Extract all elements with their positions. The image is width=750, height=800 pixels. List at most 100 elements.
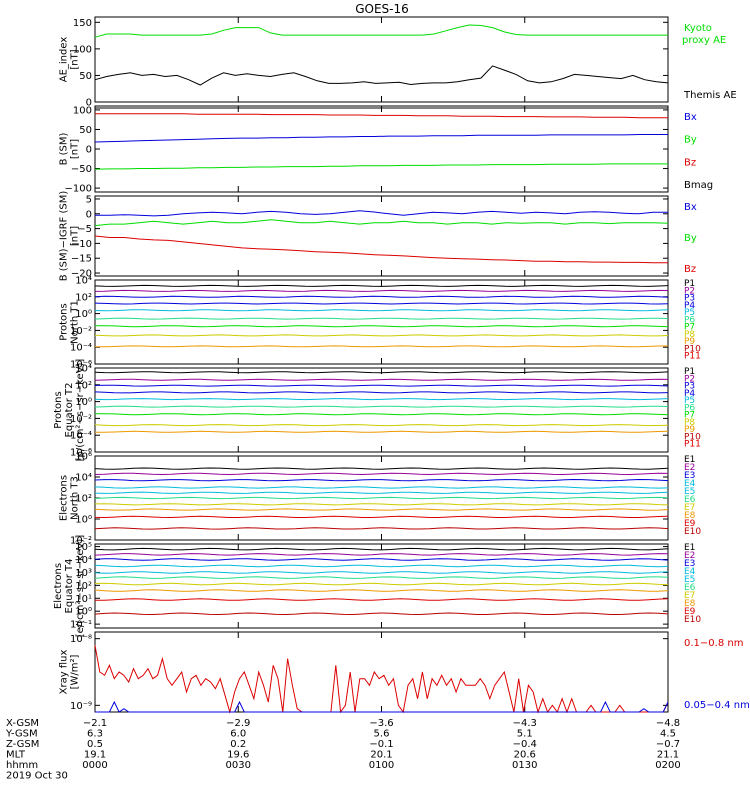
- y-tick-label: 10⁻²: [70, 414, 92, 425]
- x-cell-value: −4.8: [656, 718, 680, 729]
- panel-frame: [94, 16, 669, 103]
- y-tick-label: 0: [86, 209, 92, 220]
- legend-label: P7: [684, 411, 695, 421]
- legend-label: P3: [684, 382, 695, 392]
- series-line-e4: [94, 486, 669, 489]
- y-tick-label: 0: [86, 145, 92, 156]
- legend-label: E9: [684, 607, 696, 617]
- y-tick-label: 10⁵: [75, 542, 92, 553]
- y-axis-label: Electrons: [59, 475, 70, 521]
- y-tick-label: −10: [71, 239, 92, 250]
- y-tick-label: 10⁻⁹: [70, 701, 92, 712]
- x-cell-value: 0.5: [87, 739, 103, 750]
- legend-label: By: [684, 233, 697, 244]
- x-cell-value: −0.4: [513, 739, 537, 750]
- series-line-p9: [95, 430, 669, 433]
- legend-label: P4: [684, 301, 695, 311]
- series-line-p1: [94, 284, 669, 287]
- y-tick-label: 10⁻⁴: [70, 343, 92, 354]
- legend-label: E8: [684, 599, 696, 609]
- panel-frame: [94, 105, 669, 193]
- legend-label: E1: [684, 455, 695, 465]
- y-tick-label: 50: [79, 71, 92, 82]
- panel-7: 10⁵ 10⁴ 10³ 10² 10¹ 10⁰ 10⁻¹ Electrons Equator T…: [53, 535, 701, 638]
- series-line-bz: [94, 235, 668, 264]
- x-row-label: X-GSM: [6, 718, 39, 729]
- series-line-e7: [94, 503, 669, 506]
- series-line-e8: [94, 508, 669, 511]
- series-line-by: [94, 163, 668, 170]
- series-line-p3: [94, 295, 669, 298]
- legend-label: P10: [684, 432, 701, 442]
- y-tick-label: −15: [71, 254, 92, 265]
- legend-label: E3: [684, 471, 695, 481]
- series-line-e6: [94, 496, 669, 500]
- y-tick-label: −50: [71, 164, 92, 175]
- legend-label: E7: [684, 503, 695, 513]
- series-line-p2: [94, 378, 669, 381]
- series-line-p6: [94, 405, 669, 408]
- y-tick-label: 10⁶: [75, 452, 92, 463]
- y-axis-label: Protons: [53, 391, 64, 428]
- legend-label: 0.05−0.4 nm: [684, 700, 750, 711]
- y-tick-label: 10⁴: [75, 473, 92, 484]
- series-line-by: [94, 219, 669, 227]
- legend-label: P9: [684, 337, 695, 347]
- series-line-p7: [94, 413, 669, 416]
- legend-label: P8: [684, 330, 695, 340]
- y-tick-label: 5: [86, 194, 92, 205]
- series-line-e2: [94, 472, 669, 476]
- legend-label: E4: [684, 479, 696, 489]
- legend-label: By: [684, 135, 697, 146]
- legend-label: E5: [684, 487, 695, 497]
- y-tick-label: 150: [73, 18, 92, 29]
- legend-label: E9: [684, 519, 696, 529]
- y-tick-label: 10⁻⁶: [70, 448, 92, 459]
- legend-label: Themis AE: [683, 90, 737, 101]
- x-row-label: hhmm: [6, 760, 38, 771]
- panel-frame: [94, 543, 669, 629]
- x-cell-value: 6.3: [87, 729, 103, 740]
- x-cell-value: −4.3: [513, 718, 537, 729]
- x-cell-value: 19.6: [227, 750, 249, 761]
- legend-label: P10: [684, 344, 701, 354]
- y-tick-label: 10³: [75, 568, 92, 579]
- y-tick-label: 10²: [75, 292, 92, 303]
- y-axis-label: Electrons: [53, 563, 64, 609]
- y-tick-label: −5: [77, 224, 92, 235]
- series-line-e10: [94, 527, 669, 530]
- y-tick-label: −100: [65, 184, 92, 195]
- x-cell-value: 0.2: [230, 739, 246, 750]
- series-line-e1: [94, 467, 669, 470]
- series-line-e9: [94, 515, 669, 519]
- y-axis-label: [p/(cm²−s−sr−keV)]: [75, 359, 86, 462]
- legend-label: proxy AE: [682, 35, 726, 46]
- x-row-label: Z-GSM: [6, 739, 39, 750]
- y-tick-label: 10⁻⁶: [70, 360, 92, 371]
- legend-label: P6: [684, 315, 695, 325]
- y-axis-label: Equator T2: [64, 383, 75, 438]
- legend-label: E2: [684, 463, 695, 473]
- legend-label: P5: [684, 308, 695, 318]
- x-cell-value: 20.6: [514, 750, 536, 761]
- y-tick-label: 10²: [75, 494, 92, 505]
- y-axis-label: [nT]: [70, 49, 81, 69]
- y-axis-label: Xray flux: [59, 650, 70, 695]
- y-tick-label: −20: [71, 269, 92, 280]
- y-tick-label: 10⁰: [75, 515, 92, 526]
- series-line-bx: [94, 134, 668, 143]
- x-cell-value: −3.6: [369, 718, 393, 729]
- series-line-e8: [94, 589, 669, 592]
- x-cell-value: −2.1: [83, 718, 107, 729]
- x-cell-value: 0100: [369, 760, 394, 771]
- legend-label: P4: [684, 389, 695, 399]
- y-tick-label: 100: [73, 105, 92, 116]
- series-line-themis-ae: [94, 65, 669, 86]
- series-line-p5: [94, 398, 669, 401]
- x-cell-value: 0130: [512, 760, 537, 771]
- legend-label: E7: [684, 591, 695, 601]
- series-line-e4: [94, 564, 669, 568]
- x-row-label: 2019 Oct 30: [6, 771, 68, 782]
